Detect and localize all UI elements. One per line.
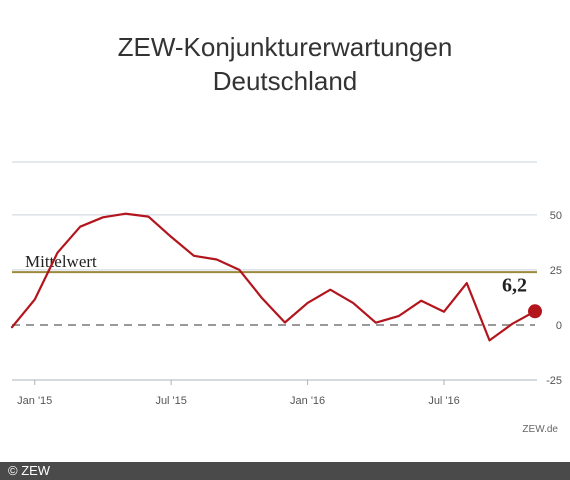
y-tick-label: 50 — [550, 210, 562, 222]
copyright-footer: © ZEW — [0, 462, 570, 480]
x-tick-label: Jan '15 — [17, 395, 52, 407]
mittelwert-label: Mittelwert — [25, 252, 97, 271]
y-tick-label: 0 — [556, 320, 562, 332]
y-tick-label: -25 — [546, 375, 562, 387]
last-value-point — [528, 304, 542, 319]
chart-title-line-2: Deutschland — [212, 66, 358, 96]
chart-title: ZEW-Konjunkturerwartungen Deutschland — [0, 30, 570, 98]
chart-title-line-1: ZEW-Konjunkturerwartungen — [117, 32, 453, 62]
last-value-label: 6,2 — [502, 274, 527, 296]
source-label: ZEW.de — [522, 424, 558, 435]
x-tick-label: Jan '16 — [290, 395, 325, 407]
copyright-text: © ZEW — [8, 463, 51, 478]
data-series-line — [10, 212, 537, 342]
line-chart: 50 25 0 -25 Jan '15 Jul '15 Jan '16 Jul '16 Mitt… — [10, 161, 562, 407]
x-tick-label: Jul '15 — [155, 395, 186, 407]
y-tick-label: 25 — [550, 265, 562, 277]
x-tick-label: Jul '16 — [428, 395, 459, 407]
